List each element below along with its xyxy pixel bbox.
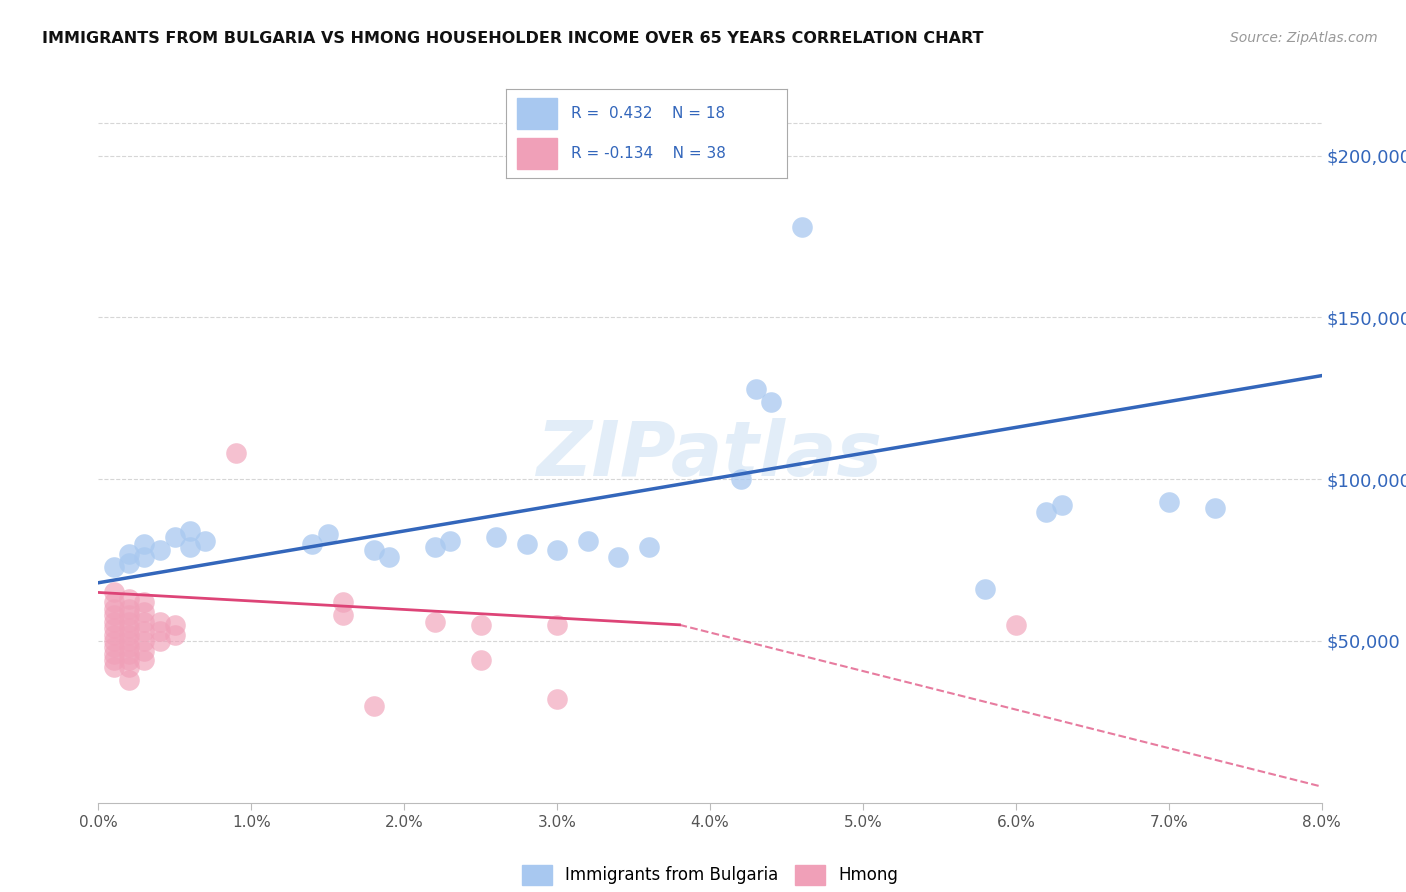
Point [134, 615, 156, 629]
FancyBboxPatch shape [517, 98, 557, 129]
Text: R = -0.134    N = 38: R = -0.134 N = 38 [571, 146, 725, 161]
Point [118, 615, 141, 629]
Point [1157, 495, 1180, 509]
Point [179, 524, 201, 538]
Point [103, 559, 125, 574]
Point [103, 615, 125, 629]
Point [790, 219, 813, 234]
Point [118, 653, 141, 667]
Point [118, 608, 141, 623]
Text: R =  0.432    N = 18: R = 0.432 N = 18 [571, 106, 725, 120]
Point [1004, 617, 1026, 632]
Point [225, 446, 247, 460]
Point [134, 634, 156, 648]
Point [118, 634, 141, 648]
Point [149, 543, 172, 558]
Point [1050, 498, 1073, 512]
Point [134, 595, 156, 609]
Point [134, 537, 156, 551]
Point [134, 549, 156, 564]
Point [363, 698, 385, 713]
Point [378, 549, 401, 564]
Point [118, 621, 141, 635]
Point [103, 627, 125, 641]
Point [149, 615, 172, 629]
Point [118, 673, 141, 687]
Point [179, 540, 201, 554]
Text: ZIPatlas: ZIPatlas [537, 418, 883, 491]
Point [118, 647, 141, 661]
Point [546, 692, 568, 706]
Point [118, 660, 141, 674]
Point [134, 643, 156, 657]
Point [149, 624, 172, 639]
Text: IMMIGRANTS FROM BULGARIA VS HMONG HOUSEHOLDER INCOME OVER 65 YEARS CORRELATION C: IMMIGRANTS FROM BULGARIA VS HMONG HOUSEH… [42, 31, 984, 46]
Point [103, 640, 125, 655]
Point [363, 543, 385, 558]
Point [423, 540, 446, 554]
Point [134, 624, 156, 639]
Point [332, 608, 354, 623]
Point [134, 605, 156, 619]
Point [439, 533, 461, 548]
Point [103, 601, 125, 615]
Point [118, 557, 141, 571]
Legend: Immigrants from Bulgaria, Hmong: Immigrants from Bulgaria, Hmong [522, 864, 898, 885]
Point [103, 647, 125, 661]
Point [103, 660, 125, 674]
Point [470, 653, 492, 667]
Point [607, 549, 630, 564]
Point [546, 617, 568, 632]
Point [118, 627, 141, 641]
Point [546, 543, 568, 558]
Point [103, 585, 125, 599]
Point [1035, 504, 1057, 518]
Point [163, 617, 186, 632]
Point [485, 531, 508, 545]
Point [103, 653, 125, 667]
Point [759, 394, 782, 409]
Point [730, 472, 752, 486]
Point [103, 634, 125, 648]
Point [516, 537, 538, 551]
Point [637, 540, 661, 554]
Point [118, 547, 141, 561]
Point [745, 382, 768, 396]
Point [974, 582, 997, 597]
Point [576, 533, 599, 548]
Point [163, 627, 186, 641]
Point [470, 617, 492, 632]
Text: Source: ZipAtlas.com: Source: ZipAtlas.com [1230, 31, 1378, 45]
Point [163, 531, 186, 545]
Point [103, 621, 125, 635]
FancyBboxPatch shape [517, 138, 557, 169]
Point [134, 653, 156, 667]
Point [103, 608, 125, 623]
Point [194, 533, 217, 548]
Point [1204, 501, 1226, 516]
Point [118, 601, 141, 615]
Point [149, 634, 172, 648]
Point [423, 615, 446, 629]
Point [103, 595, 125, 609]
Point [118, 640, 141, 655]
Point [316, 527, 339, 541]
Point [301, 537, 323, 551]
Point [332, 595, 354, 609]
Point [118, 591, 141, 606]
